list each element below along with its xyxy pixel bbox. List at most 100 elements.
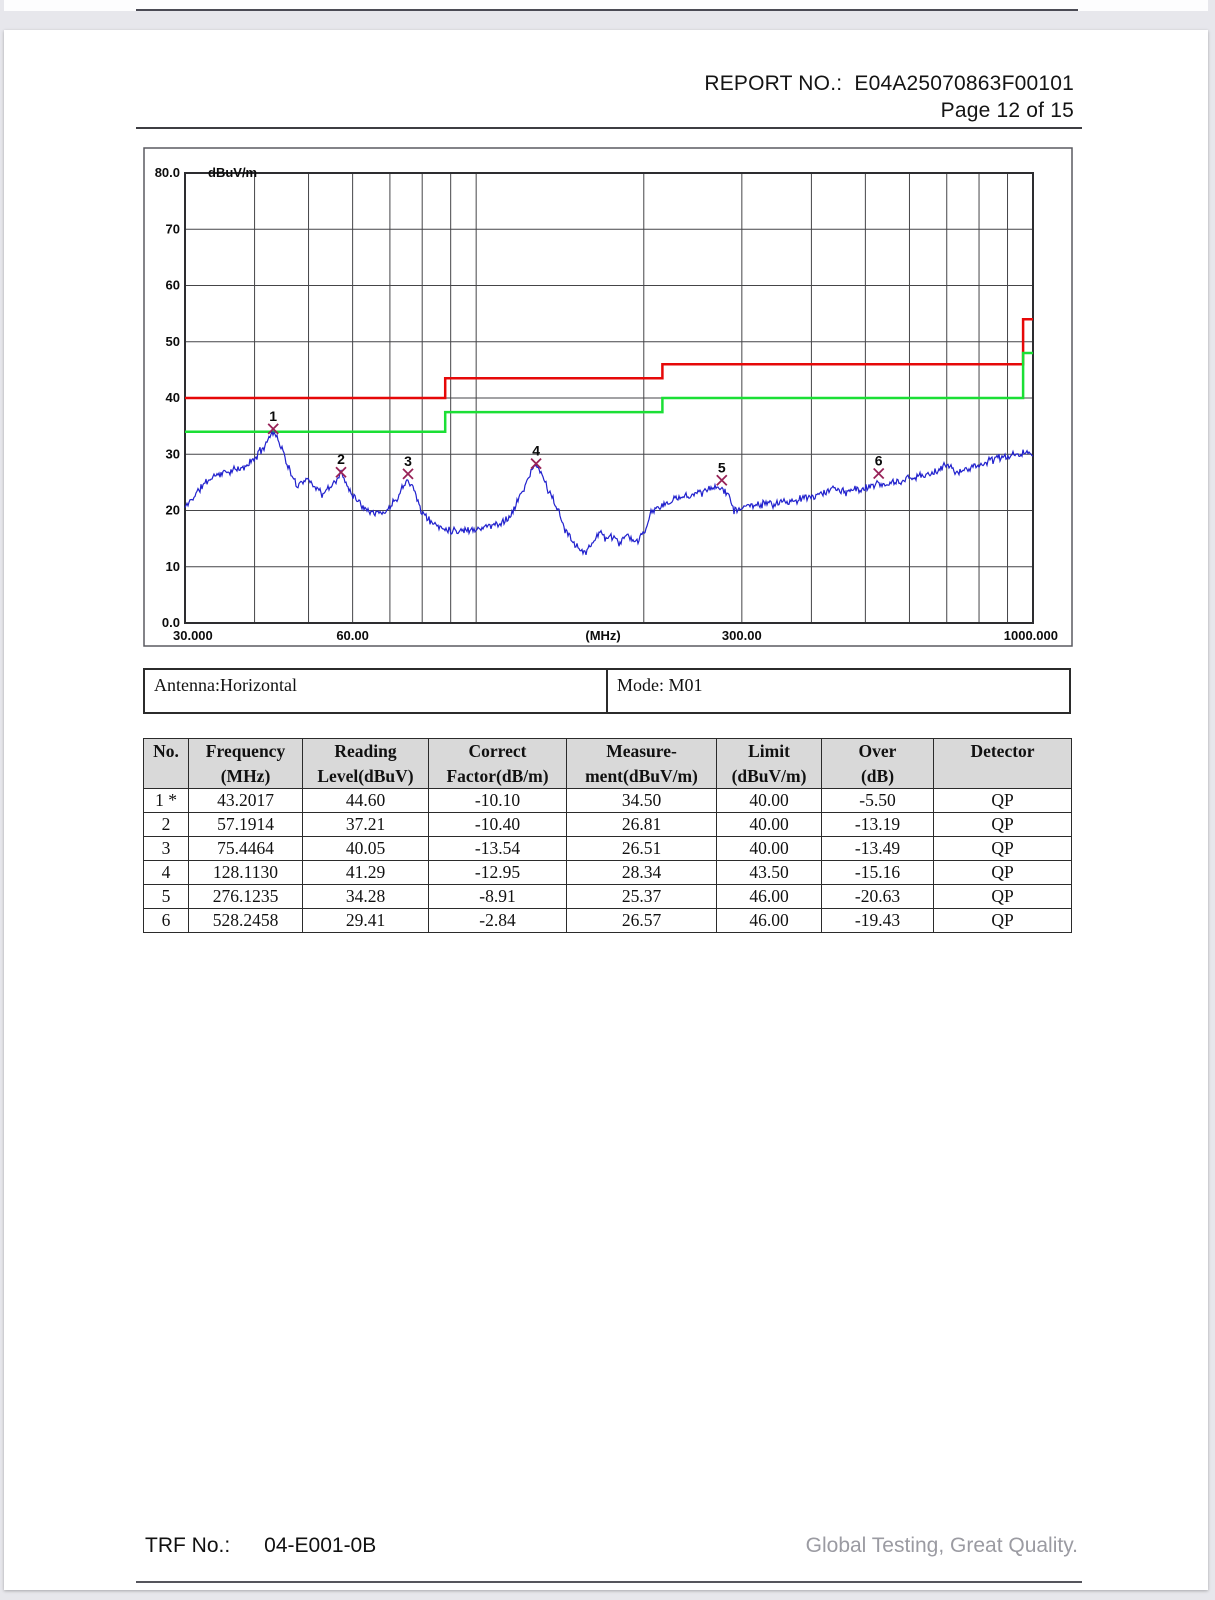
report-number-line: REPORT NO.: E04A25070863F00101 — [704, 70, 1074, 97]
table-cell: 34.28 — [302, 884, 429, 909]
table-cell: -8.91 — [428, 884, 567, 909]
table-cell: 26.81 — [566, 812, 717, 837]
table-cell: 41.29 — [302, 860, 429, 885]
table-cell: 46.00 — [716, 884, 822, 909]
table-cell: 40.05 — [302, 836, 429, 861]
table-row: 6 528.2458 29.41 -2.84 26.57 46.00 -19.43 QP — [143, 908, 1072, 933]
table-cell: QP — [933, 836, 1072, 861]
table-cell: 40.00 — [716, 788, 822, 813]
svg-text:70: 70 — [166, 221, 180, 236]
header-cell: Measure-ment(dBuV/m) — [566, 738, 717, 789]
svg-text:6: 6 — [875, 453, 883, 469]
table-cell: -20.63 — [821, 884, 934, 909]
header-cell: Detector — [933, 738, 1072, 789]
header-cell: No. — [143, 738, 189, 789]
table-cell: -12.95 — [428, 860, 567, 885]
results-table: No. Frequency (MHz) Reading Level(dBuV) Corr… — [143, 738, 1072, 933]
table-cell: -13.49 — [821, 836, 934, 861]
table-cell: 40.00 — [716, 836, 822, 861]
table-cell: -10.40 — [428, 812, 567, 837]
table-cell: -13.19 — [821, 812, 934, 837]
table-cell: 43.2017 — [188, 788, 303, 813]
previous-page-footer-rule — [136, 9, 1078, 11]
results-table-header: No. Frequency (MHz) Reading Level(dBuV) Corr… — [143, 738, 1072, 789]
table-cell: 26.51 — [566, 836, 717, 861]
footer-slogan: Global Testing, Great Quality. — [805, 1534, 1078, 1557]
svg-text:20: 20 — [166, 503, 180, 518]
marker-3: 3 — [402, 453, 414, 480]
antenna-polarization: Antenna:Horizontal — [145, 670, 608, 712]
header-rule — [136, 127, 1082, 129]
table-cell: 57.1914 — [188, 812, 303, 837]
svg-text:2: 2 — [337, 451, 345, 467]
table-cell: 43.50 — [716, 860, 822, 885]
previous-page-edge — [4, 0, 1208, 11]
table-cell: 28.34 — [566, 860, 717, 885]
header-cell: Reading Level(dBuV) — [302, 738, 429, 789]
table-row: 2 57.1914 37.21 -10.40 26.81 40.00 -13.19 QP — [143, 812, 1072, 837]
emission-chart-svg: 80.0 70 60 50 40 30 20 10 0.0 dBuV/m 30.000 60.00 (M… — [143, 147, 1073, 647]
table-row: 3 75.4464 40.05 -13.54 26.51 40.00 -13.49 QP — [143, 836, 1072, 861]
trf-label: TRF No.: — [145, 1534, 231, 1557]
table-cell: 37.21 — [302, 812, 429, 837]
svg-text:1: 1 — [269, 408, 277, 424]
table-cell: 528.2458 — [188, 908, 303, 933]
header-row: No. Frequency (MHz) Reading Level(dBuV) Corr… — [143, 738, 1072, 789]
table-cell: -19.43 — [821, 908, 934, 933]
table-cell: 46.00 — [716, 908, 822, 933]
svg-text:60: 60 — [166, 278, 180, 293]
header-cell: Over (dB) — [821, 738, 934, 789]
table-cell: QP — [933, 908, 1072, 933]
svg-text:0.0: 0.0 — [162, 615, 180, 630]
page-header: REPORT NO.: E04A25070863F00101 Page 12 o… — [704, 70, 1074, 124]
svg-text:300.00: 300.00 — [722, 628, 762, 643]
test-mode: Mode: M01 — [617, 675, 703, 695]
table-cell: 75.4464 — [188, 836, 303, 861]
marker-1: 1 — [267, 408, 279, 435]
table-cell: QP — [933, 860, 1072, 885]
report-number-value: E04A25070863F00101 — [854, 72, 1074, 95]
marker-6: 6 — [873, 453, 885, 480]
table-cell: 34.50 — [566, 788, 717, 813]
table-row: 5 276.1235 34.28 -8.91 25.37 46.00 -20.63 QP — [143, 884, 1072, 909]
svg-text:50: 50 — [166, 334, 180, 349]
svg-text:80.0: 80.0 — [155, 165, 180, 180]
table-cell: 40.00 — [716, 812, 822, 837]
svg-text:10: 10 — [166, 559, 180, 574]
header-cell: Correct Factor(dB/m) — [428, 738, 567, 789]
svg-text:1000.000: 1000.000 — [1004, 628, 1058, 643]
marker-5: 5 — [716, 459, 728, 486]
table-cell: -2.84 — [428, 908, 567, 933]
footer-rule — [136, 1581, 1082, 1583]
table-cell: 4 — [143, 860, 189, 885]
table-cell: 128.1130 — [188, 860, 303, 885]
svg-text:40: 40 — [166, 390, 180, 405]
table-cell: QP — [933, 812, 1072, 837]
svg-text:(MHz): (MHz) — [585, 628, 620, 643]
header-cell: Frequency (MHz) — [188, 738, 303, 789]
svg-text:5: 5 — [718, 459, 726, 475]
table-cell: -10.10 — [428, 788, 567, 813]
svg-text:4: 4 — [532, 443, 540, 459]
marker-2: 2 — [335, 451, 347, 478]
table-cell: QP — [933, 884, 1072, 909]
page-number: Page 12 of 15 — [940, 99, 1074, 122]
table-cell: -15.16 — [821, 860, 934, 885]
table-cell: 3 — [143, 836, 189, 861]
trf-number: TRF No.: 04-E001-0B — [145, 1534, 376, 1558]
emission-chart: 80.0 70 60 50 40 30 20 10 0.0 dBuV/m 30.000 60.00 (M… — [143, 147, 1073, 647]
report-number-label: REPORT NO.: — [704, 72, 843, 95]
table-row: 1 * 43.2017 44.60 -10.10 34.50 40.00 -5.50 QP — [143, 788, 1072, 813]
table-cell: 5 — [143, 884, 189, 909]
table-cell: -13.54 — [428, 836, 567, 861]
report-page: REPORT NO.: E04A25070863F00101 Page 12 o… — [4, 30, 1208, 1590]
table-cell: -5.50 — [821, 788, 934, 813]
svg-text:30.000: 30.000 — [173, 628, 213, 643]
table-cell: 25.37 — [566, 884, 717, 909]
results-table-body: 1 * 43.2017 44.60 -10.10 34.50 40.00 -5.50 QP 2 5… — [143, 788, 1072, 933]
table-cell: 2 — [143, 812, 189, 837]
marker-4: 4 — [530, 443, 542, 470]
table-row: 4 128.1130 41.29 -12.95 28.34 43.50 -15.16 QP — [143, 860, 1072, 885]
test-info-row: Antenna:Horizontal Mode: M01 — [143, 668, 1071, 714]
